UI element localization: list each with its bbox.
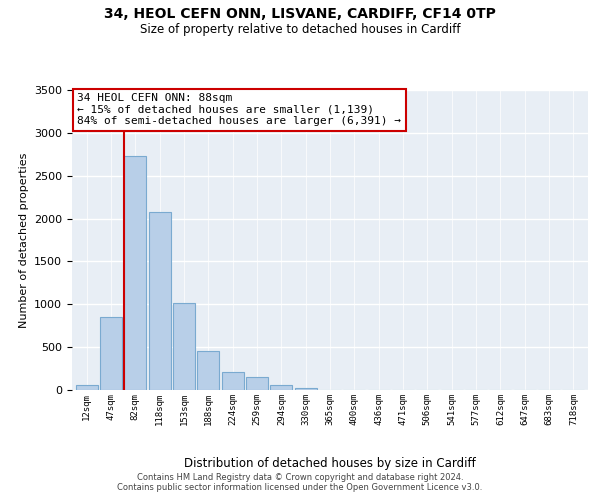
Bar xyxy=(246,377,268,390)
Text: Size of property relative to detached houses in Cardiff: Size of property relative to detached ho… xyxy=(140,22,460,36)
Bar xyxy=(76,386,98,390)
Bar xyxy=(221,372,244,390)
Text: Contains public sector information licensed under the Open Government Licence v3: Contains public sector information licen… xyxy=(118,484,482,492)
Bar xyxy=(124,156,146,390)
Bar xyxy=(100,317,122,390)
Bar xyxy=(149,212,170,390)
Bar xyxy=(295,388,317,390)
Text: Distribution of detached houses by size in Cardiff: Distribution of detached houses by size … xyxy=(184,458,476,470)
Text: Contains HM Land Registry data © Crown copyright and database right 2024.: Contains HM Land Registry data © Crown c… xyxy=(137,474,463,482)
Text: 34 HEOL CEFN ONN: 88sqm
← 15% of detached houses are smaller (1,139)
84% of semi: 34 HEOL CEFN ONN: 88sqm ← 15% of detache… xyxy=(77,93,401,126)
Bar xyxy=(271,386,292,390)
Text: 34, HEOL CEFN ONN, LISVANE, CARDIFF, CF14 0TP: 34, HEOL CEFN ONN, LISVANE, CARDIFF, CF1… xyxy=(104,8,496,22)
Bar xyxy=(197,352,219,390)
Bar xyxy=(173,304,195,390)
Y-axis label: Number of detached properties: Number of detached properties xyxy=(19,152,29,328)
